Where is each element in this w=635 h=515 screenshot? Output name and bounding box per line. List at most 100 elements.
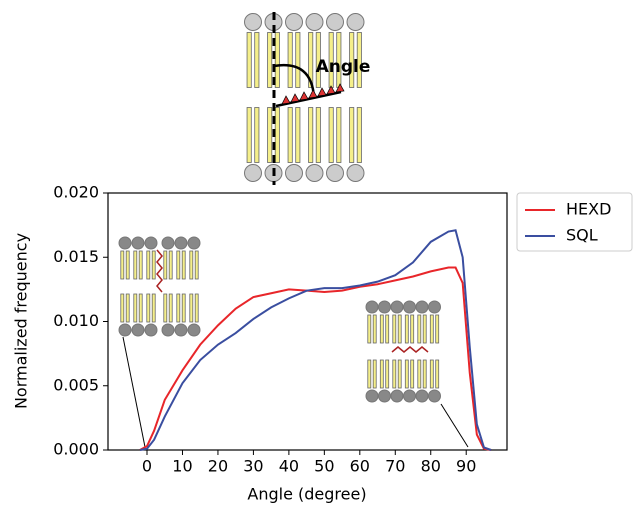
y-tick-label: 0.015	[53, 247, 99, 266]
lipid-head	[118, 236, 132, 250]
y-tick-label: 0.005	[53, 375, 99, 394]
lipid-tail	[151, 250, 156, 280]
lipid-tail	[163, 250, 168, 280]
x-tick-label: 50	[314, 457, 334, 476]
lipid-tail	[168, 293, 173, 323]
x-tick-label: 90	[456, 457, 476, 476]
lipid-head	[390, 389, 404, 403]
lipid-tail	[254, 107, 260, 163]
series-line	[139, 229, 492, 451]
lipid-head	[285, 13, 303, 31]
lipid-tail	[146, 250, 151, 280]
lipid-tail	[349, 32, 355, 88]
lipid-tail	[246, 107, 252, 163]
angle-arc	[273, 63, 316, 99]
lipid-head	[378, 300, 391, 314]
lipid-tail	[397, 314, 402, 344]
lipid-tail	[189, 293, 194, 323]
lipid-tail	[315, 32, 321, 88]
lipid-tail	[356, 32, 362, 88]
lipid-head	[428, 300, 441, 314]
lipid-tail	[168, 250, 173, 280]
lipid-head	[428, 389, 441, 403]
lipid-head	[403, 389, 416, 403]
lipid-head	[346, 164, 365, 182]
lipid-head	[187, 323, 201, 337]
lipid-tail	[410, 359, 415, 389]
lipid-tail	[176, 250, 181, 280]
y-axis-label: Normalized frequency	[12, 233, 31, 409]
lipid-tail	[189, 250, 194, 280]
lipid-head	[144, 323, 158, 337]
lipid-head	[346, 13, 365, 31]
angle-annotation: Angle	[316, 57, 371, 77]
lipid-head	[365, 389, 379, 403]
lipid-tail	[181, 293, 186, 323]
peptide-side	[290, 93, 300, 103]
lipid-tail	[246, 32, 252, 88]
peptide-side	[335, 83, 345, 93]
peptide-side	[299, 91, 309, 101]
lipid-tail	[372, 314, 377, 344]
lipid-head	[326, 164, 344, 182]
y-tick-label: 0.010	[53, 311, 99, 330]
lipid-tail	[379, 314, 384, 344]
lipid-head	[365, 300, 379, 314]
lipid-tail	[385, 314, 390, 344]
lipid-tail	[308, 32, 314, 88]
lipid-tail	[295, 107, 301, 163]
lipid-tail	[435, 314, 440, 344]
lipid-tail	[151, 293, 156, 323]
legend-label: SQL	[566, 226, 598, 245]
lipid-head	[285, 164, 303, 182]
lipid-head	[403, 300, 416, 314]
x-tick-label: 70	[385, 457, 405, 476]
lipid-tail	[422, 359, 427, 389]
lipid-tail	[429, 359, 434, 389]
lipid-tail	[385, 359, 390, 389]
x-tick-label: 40	[279, 457, 299, 476]
lipid-head	[305, 164, 324, 182]
x-tick-label: 60	[350, 457, 370, 476]
lipid-head	[118, 323, 132, 337]
lipid-head	[305, 13, 324, 31]
lipid-tail	[267, 32, 273, 88]
legend-label: HEXD	[566, 200, 611, 219]
lipid-head	[131, 236, 145, 250]
lipid-tail	[404, 314, 409, 344]
peptide-zigzag	[391, 346, 429, 353]
lipid-tail	[267, 107, 273, 163]
lipid-tail	[120, 250, 125, 280]
lipid-tail	[163, 293, 168, 323]
pointer	[440, 403, 469, 448]
lipid-tail	[429, 314, 434, 344]
lipid-tail	[194, 250, 199, 280]
x-tick-label: 30	[243, 457, 263, 476]
y-tick-label: 0.020	[53, 183, 99, 202]
lipid-tail	[410, 314, 415, 344]
lipid-tail	[125, 293, 130, 323]
lipid-tail	[274, 107, 280, 163]
lipid-tail	[349, 107, 355, 163]
lipid-head	[174, 236, 188, 250]
lipid-tail	[194, 293, 199, 323]
y-tick-label: 0.000	[53, 440, 99, 459]
lipid-tail	[356, 107, 362, 163]
lipid-head	[244, 164, 262, 182]
x-axis-label: Angle (degree)	[247, 485, 366, 504]
lipid-head	[326, 13, 344, 31]
lipid-tail	[422, 314, 427, 344]
lipid-tail	[367, 359, 372, 389]
lipid-head	[415, 300, 429, 314]
lipid-tail	[367, 314, 372, 344]
lipid-tail	[181, 250, 186, 280]
lipid-tail	[295, 32, 301, 88]
lipid-tail	[138, 250, 143, 280]
lipid-tail	[133, 293, 138, 323]
lipid-head	[144, 236, 158, 250]
lipid-tail	[392, 314, 397, 344]
lipid-tail	[336, 107, 342, 163]
lipid-tail	[176, 293, 181, 323]
x-tick-label: 80	[421, 457, 441, 476]
lipid-head	[161, 236, 175, 250]
